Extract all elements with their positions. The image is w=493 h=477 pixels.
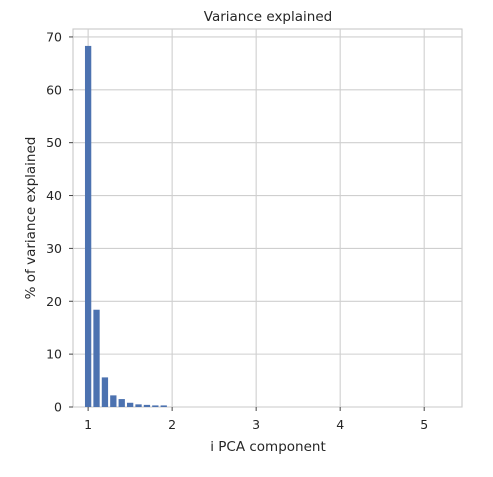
bar-component-9	[152, 405, 159, 407]
bar-component-7	[135, 404, 142, 407]
bar-component-3	[101, 377, 109, 407]
bar-component-1	[84, 45, 92, 408]
y-tick-label: 60	[46, 82, 62, 97]
x-tick-label: 3	[252, 417, 260, 432]
chart-title: Variance explained	[204, 9, 332, 25]
bar-component-8	[143, 404, 151, 407]
x-tick-label: 1	[84, 417, 92, 432]
bar-component-5	[118, 399, 125, 407]
y-axis-title: % of variance explained	[23, 137, 39, 300]
plot-area	[72, 28, 463, 408]
x-axis-title: i PCA component	[210, 439, 326, 455]
y-tick-label: 70	[46, 29, 62, 44]
y-tick-label: 20	[46, 294, 62, 309]
y-tick-label: 0	[54, 400, 62, 415]
x-tick-label: 5	[420, 417, 428, 432]
y-tick-label: 10	[46, 347, 62, 362]
x-tick-label: 4	[336, 417, 344, 432]
y-tick-label: 40	[46, 188, 62, 203]
bar-component-10	[160, 405, 167, 407]
bar-component-6	[126, 402, 134, 407]
y-tick-label: 30	[46, 241, 62, 256]
bars	[84, 45, 167, 408]
y-tick-label: 50	[46, 135, 62, 150]
x-tick-label: 2	[168, 417, 176, 432]
bar-component-2	[93, 309, 100, 407]
bar-component-4	[110, 395, 117, 407]
